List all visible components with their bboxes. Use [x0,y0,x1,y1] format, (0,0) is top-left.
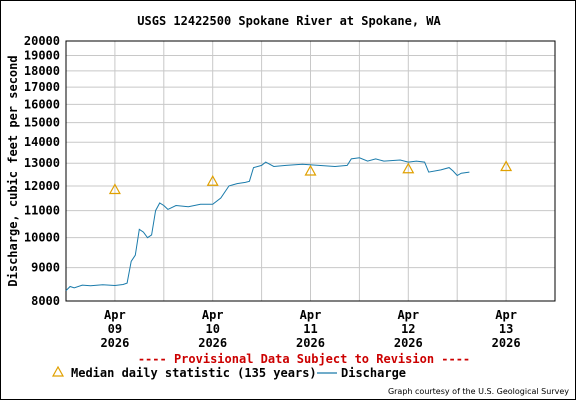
legend-median-marker [51,365,65,377]
x-tick-label: Apr [300,308,322,322]
median-point [108,183,121,195]
credit-text: Graph courtesy of the U.S. Geological Su… [388,387,569,396]
grid [66,40,555,302]
plot-area [65,40,556,302]
x-tick-label: 2026 [492,336,521,350]
median-point [304,164,317,176]
x-tick-label: Apr [202,308,224,322]
x-tick-label: 2026 [198,336,227,350]
series-discharge [65,157,470,291]
y-tick-label: 10000 [24,231,60,245]
y-tick-label: 14000 [24,135,60,149]
y-tick-label: 13000 [24,156,60,170]
median-point [402,162,415,174]
legend-discharge-label: Discharge [341,366,406,380]
x-tick-label: 10 [205,322,219,336]
y-tick-label: 19000 [24,49,60,63]
chart-title: USGS 12422500 Spokane River at Spokane, … [137,14,441,28]
x-tick-label: 11 [303,322,317,336]
y-tick-label: 12000 [24,179,60,193]
y-tick-label: 20000 [24,34,60,48]
y-axis: 8000 9000 10000 11000 12000 13000 14000 15000 16… [24,34,60,308]
median-point [206,175,219,186]
x-tick-label: Apr [104,308,126,322]
y-tick-label: 11000 [24,204,60,218]
x-tick-label: Apr [495,308,517,322]
series-median-markers [108,160,513,195]
y-tick-label: 15000 [24,116,60,130]
x-axis: Apr092026Apr102026Apr112026Apr122026Apr1… [100,308,520,350]
x-tick-label: 2026 [296,336,325,350]
x-tick-label: 09 [108,322,122,336]
x-tick-label: 12 [401,322,415,336]
x-tick-label: Apr [397,308,419,322]
y-tick-label: 18000 [24,64,60,78]
y-tick-label: 9000 [31,261,60,275]
y-tick-label: 17000 [24,80,60,94]
median-point [500,160,513,172]
y-tick-label: 8000 [31,294,60,308]
x-tick-label: 13 [499,322,513,336]
x-tick-label: 2026 [394,336,423,350]
legend: Median daily statistic (135 years) Disch… [51,365,406,380]
x-tick-label: 2026 [100,336,129,350]
legend-median-label: Median daily statistic (135 years) [71,366,317,380]
y-tick-label: 16000 [24,97,60,111]
y-axis-label: Discharge, cubic feet per second [6,55,20,286]
provisional-notice: ---- Provisional Data Subject to Revisio… [138,352,470,366]
